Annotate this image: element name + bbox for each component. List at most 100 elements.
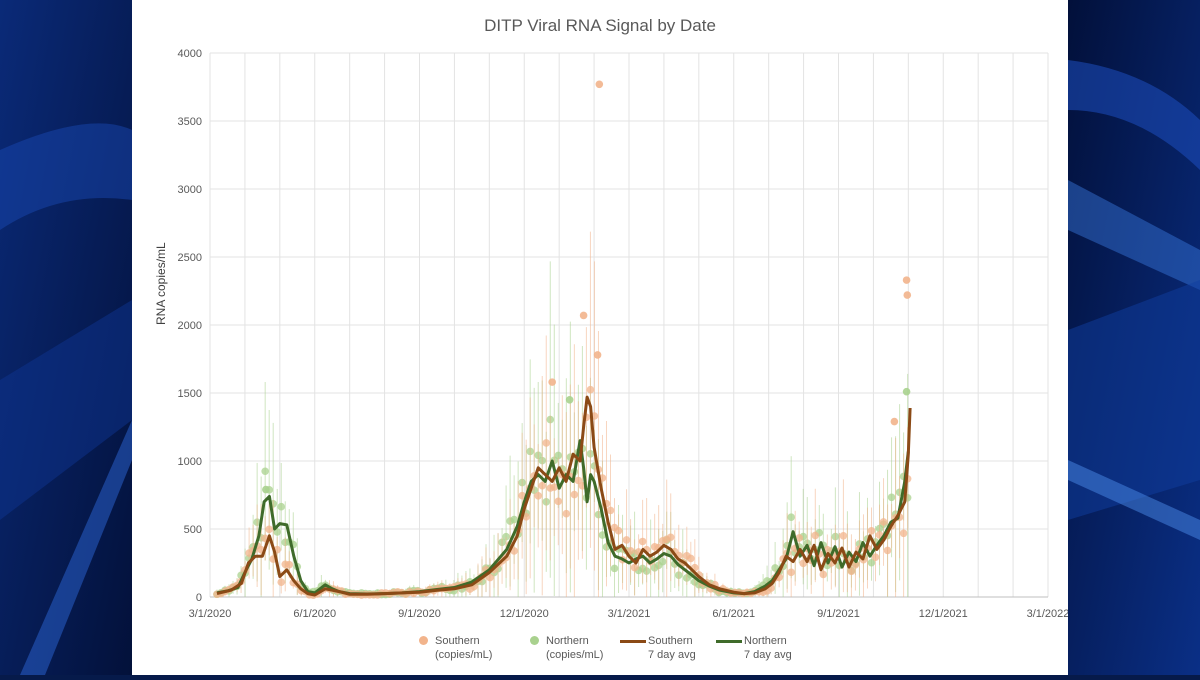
legend-label: Southern — [435, 635, 480, 647]
northern-point — [887, 493, 896, 502]
northern-point — [277, 502, 286, 511]
x-tick-label: 3/1/2020 — [189, 608, 232, 620]
legend-label: Northern — [546, 635, 589, 647]
southern-point — [265, 525, 273, 534]
southern-point — [538, 481, 547, 490]
southern-notable-point — [548, 378, 556, 386]
southern-point — [586, 385, 595, 394]
x-tick-label: 6/1/2020 — [293, 608, 336, 620]
northern-point — [502, 532, 510, 541]
x-tick-label: 9/1/2020 — [398, 608, 441, 620]
southern-point — [819, 570, 828, 579]
x-tick-label: 9/1/2021 — [817, 608, 860, 620]
northern-point — [610, 564, 619, 573]
southern-point — [285, 560, 294, 569]
y-tick-label: 4000 — [178, 48, 202, 60]
southern-notable-point — [593, 351, 602, 359]
legend-label: Northern — [744, 635, 787, 647]
southern-point — [666, 533, 675, 542]
northern-point — [658, 557, 667, 566]
southern-point — [522, 513, 530, 521]
southern-point — [554, 497, 563, 506]
y-tick-label: 3500 — [178, 116, 202, 128]
southern-point — [622, 536, 631, 544]
southern-point — [883, 546, 892, 555]
southern-point — [614, 526, 623, 535]
southern-point — [542, 439, 551, 447]
southern-point — [899, 529, 908, 538]
legend-northern-avg: Northern 7 day avg — [716, 634, 792, 662]
southern-point — [486, 573, 494, 582]
southern-point — [867, 527, 876, 535]
southern-point — [871, 553, 880, 562]
chart-title: DITP Viral RNA Signal by Date — [484, 16, 716, 35]
legend-southern-points: Southern (copies/mL) — [419, 634, 492, 662]
y-tick-label: 1500 — [178, 388, 202, 400]
y-tick-label: 500 — [184, 524, 202, 536]
y-tick-label: 2500 — [178, 252, 202, 264]
southern-point — [534, 491, 543, 500]
northern-point — [510, 515, 518, 524]
southern-notable-point — [902, 276, 911, 284]
northern-point — [787, 513, 795, 521]
x-tick-label: 12/1/2021 — [919, 608, 968, 620]
southern-notable-point — [595, 80, 604, 89]
x-tick-label: 6/1/2021 — [712, 608, 755, 620]
legend-northern-marker — [530, 636, 539, 645]
x-tick-label: 12/1/2020 — [500, 608, 549, 620]
southern-point — [510, 547, 518, 555]
southern-notable-point — [890, 417, 899, 426]
southern-point — [626, 547, 635, 555]
southern-point — [518, 491, 526, 500]
legend-northern-points: Northern (copies/mL) — [530, 634, 603, 662]
southern-point — [606, 506, 615, 515]
southern-7day-avg-line — [216, 395, 912, 597]
southern-point — [687, 554, 695, 563]
y-axis-label: RNA copies/mL — [154, 242, 168, 325]
southern-point — [795, 534, 804, 542]
southern-point — [839, 531, 848, 540]
northern-7day-avg-line — [216, 439, 910, 596]
y-tick-label: 0 — [196, 592, 202, 604]
southern-point — [787, 568, 795, 577]
background-right-panel — [1068, 0, 1200, 675]
southern-point — [570, 490, 579, 499]
northern-point — [598, 531, 607, 539]
southern-point — [550, 483, 559, 491]
x-tick-label: 3/1/2022 — [1027, 608, 1068, 620]
y-tick-label: 3000 — [178, 184, 202, 196]
southern-point — [851, 561, 860, 569]
northern-notable-point — [565, 396, 574, 404]
southern-point — [879, 518, 888, 526]
southern-point — [562, 509, 571, 518]
northern-notable-point — [902, 387, 911, 396]
legend: Southern (copies/mL) Northern (copies/mL… — [132, 634, 1068, 668]
legend-southern-avg: Southern 7 day avg — [620, 634, 696, 662]
background-left-panel — [0, 0, 132, 675]
northern-notable-point — [262, 485, 270, 494]
plot-area: 0 500 1000 1500 2000 2500 3000 3500 4000 3/1/2020… — [178, 48, 1068, 620]
southern-notable-point — [903, 291, 912, 299]
chart-card: DITP Viral RNA Signal by Date 0 500 1000 15… — [132, 0, 1068, 675]
legend-southern-marker — [419, 636, 428, 645]
southern-point — [638, 537, 647, 546]
x-tick-label: 3/1/2021 — [608, 608, 651, 620]
northern-point — [261, 467, 269, 476]
southern-point — [811, 531, 820, 540]
legend-sublabel: 7 day avg — [648, 649, 696, 661]
legend-northern-line — [716, 640, 742, 643]
legend-sublabel: (copies/mL) — [435, 649, 493, 661]
legend-label: Southern — [648, 635, 693, 647]
northern-point — [867, 558, 876, 567]
legend-sublabel: 7 day avg — [744, 649, 792, 661]
northern-point — [554, 451, 563, 460]
southern-point — [630, 563, 639, 572]
southern-point — [847, 567, 856, 576]
y-tick-label: 1000 — [178, 456, 202, 468]
southern-point — [277, 578, 286, 586]
legend-sublabel: (copies/mL) — [546, 649, 604, 661]
southern-point — [799, 559, 808, 568]
y-tick-label: 2000 — [178, 320, 202, 332]
southern-notable-point — [579, 311, 588, 320]
legend-southern-line — [620, 640, 646, 643]
